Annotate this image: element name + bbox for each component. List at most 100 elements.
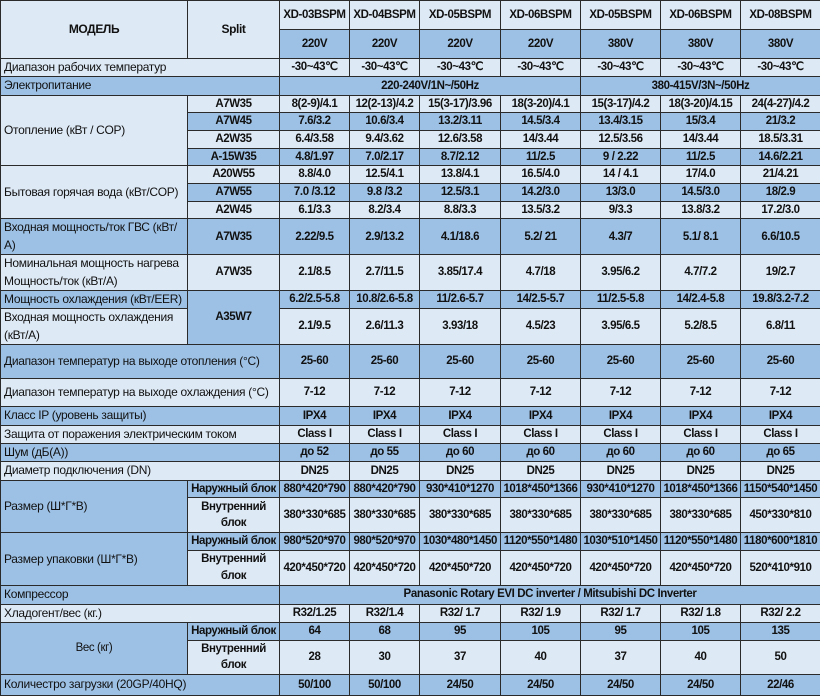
value-cell: 7-12	[420, 379, 501, 407]
value-cell: 2.9/13.2	[350, 219, 420, 255]
value-cell: 15/3.4	[661, 113, 741, 131]
value-cell: 2.1/8.5	[280, 255, 350, 291]
value-cell: 11/2.5-5.8	[581, 291, 661, 309]
value-cell: 16.5/4.0	[501, 166, 581, 184]
value-cell: 4.5/23	[501, 309, 581, 345]
value-cell: Class I	[280, 425, 350, 443]
model-voltage: 380V	[741, 30, 820, 59]
row-label: Вес (кг)	[1, 622, 188, 674]
value-cell: 450*330*810	[741, 498, 820, 533]
value-cell: R32/ 1.7	[581, 604, 661, 622]
value-cell: DN25	[350, 462, 420, 480]
value-cell: 6.8/11	[741, 309, 820, 345]
row-label: Класс IP (уровень защиты)	[1, 407, 280, 425]
value-cell: 18/2.9	[741, 184, 820, 202]
value-cell: 15(3-17)/3.96	[420, 95, 501, 113]
value-cell: 4.1/18.6	[420, 219, 501, 255]
value-cell: 880*420*790	[350, 480, 420, 498]
row-label: Размер (Ш*Г*В)	[1, 480, 188, 533]
value-cell: -30~43℃	[741, 59, 820, 77]
value-cell: 37	[581, 640, 661, 674]
value-cell: 24/50	[420, 674, 501, 695]
condition-label: A2W45	[188, 201, 280, 219]
value-cell: 30	[350, 640, 420, 674]
value-cell: 6.2/2.5-5.8	[280, 291, 350, 309]
value-cell: 7.0 /3.12	[280, 184, 350, 202]
value-cell: IPX4	[420, 407, 501, 425]
inner-unit-label: Внутренний блок	[188, 551, 280, 586]
value-cell: 420*450*720	[350, 551, 420, 586]
value-cell: IPX4	[350, 407, 420, 425]
value-cell: 980*520*970	[350, 533, 420, 551]
value-cell: 11/2.5	[661, 148, 741, 166]
value-cell: 5.2/ 21	[501, 219, 581, 255]
value-cell: DN25	[741, 462, 820, 480]
value-cell: -30~43℃	[350, 59, 420, 77]
value-cell: 12.5/3.1	[420, 184, 501, 202]
value-cell: до 52	[280, 444, 350, 462]
value-cell: до 60	[661, 444, 741, 462]
value-cell: 8(2-9)/4.1	[280, 95, 350, 113]
value-cell: 12.5/4.1	[350, 166, 420, 184]
model-voltage: 220V	[420, 30, 501, 59]
row-label: Входная мощность/ток ГВС (кВт/А)	[1, 219, 188, 255]
value-cell: 1030*480*1450	[420, 533, 501, 551]
value-cell: 8.8/3.3	[420, 201, 501, 219]
value-cell: R32/ 1.8	[661, 604, 741, 622]
value-cell: 380*330*685	[280, 498, 350, 533]
value-cell: 980*520*970	[280, 533, 350, 551]
row-label: Диапазон температур на выходе отопления …	[1, 345, 280, 379]
value-cell: R32/1.4	[350, 604, 420, 622]
value-cell: 3.95/6.5	[581, 309, 661, 345]
value-cell: 13.2/3.11	[420, 113, 501, 131]
value-cell: 4.3/7	[581, 219, 661, 255]
condition-label: A7W35	[188, 255, 280, 291]
value-cell: IPX4	[741, 407, 820, 425]
value-cell: 8.7/2.12	[420, 148, 501, 166]
inner-unit-label: Внутренний блок	[188, 498, 280, 533]
value-cell: 11/2.6-5.7	[420, 291, 501, 309]
value-cell: Class I	[350, 425, 420, 443]
value-cell: DN25	[501, 462, 581, 480]
value-cell: 4.7/18	[501, 255, 581, 291]
value-cell: -30~43℃	[420, 59, 501, 77]
table-row: Диапазон температур на выходе отопления …	[1, 345, 820, 379]
value-cell: 2.7/11.5	[350, 255, 420, 291]
value-cell: 19.8/3.2-7.2	[741, 291, 820, 309]
value-cell: R32/1.25	[280, 604, 350, 622]
value-cell: 37	[420, 640, 501, 674]
value-cell: 25-60	[420, 345, 501, 379]
value-cell: Class I	[420, 425, 501, 443]
row-label: Хладогент/вес (кг.)	[1, 604, 280, 622]
model-header: МОДЕЛЬ	[1, 1, 188, 59]
value-cell: Class I	[661, 425, 741, 443]
value-cell: 14/3.44	[661, 131, 741, 149]
value-cell: 7-12	[581, 379, 661, 407]
outer-unit-label: Наружный блок	[188, 622, 280, 640]
condition-label: A7W55	[188, 184, 280, 202]
value-cell: 135	[741, 622, 820, 640]
value-cell: DN25	[581, 462, 661, 480]
value-cell: 18.5/3.31	[741, 131, 820, 149]
value-cell: 14 / 4.1	[581, 166, 661, 184]
value-cell: 2.1/9.5	[280, 309, 350, 345]
value-cell: 7.6/3.2	[280, 113, 350, 131]
value-cell: 420*450*720	[661, 551, 741, 586]
row-label: Отопление (кВт / COP)	[1, 95, 188, 166]
row-label: Компрессор	[1, 586, 280, 604]
value-cell: R32/ 1.7	[420, 604, 501, 622]
value-cell: 25-60	[581, 345, 661, 379]
model-name: XD-08BSPM	[741, 1, 820, 30]
value-cell: 24/50	[581, 674, 661, 695]
condition-label: A2W35	[188, 131, 280, 149]
model-name: XD-06BSPM	[501, 1, 581, 30]
value-cell: 12.5/3.56	[581, 131, 661, 149]
value-cell: 17.2/3.0	[741, 201, 820, 219]
model-name: XD-06BSPM	[661, 1, 741, 30]
